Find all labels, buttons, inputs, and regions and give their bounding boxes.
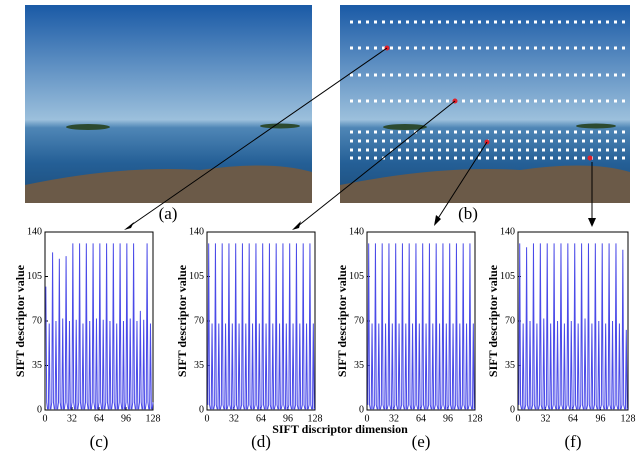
panel-label: (a): [159, 204, 178, 223]
x-tick-label: 32: [229, 413, 239, 424]
descriptor-line: [518, 243, 628, 410]
descriptor-line: [207, 243, 315, 410]
x-axis-label: SIFT discriptor dimension: [272, 422, 408, 436]
x-tick-label: 0: [516, 413, 521, 424]
x-tick-label: 64: [94, 413, 104, 424]
y-tick-label: 70: [505, 315, 515, 326]
x-tick-label: 32: [67, 413, 77, 424]
panel-caption: (e): [412, 432, 431, 451]
x-tick-label: 96: [121, 413, 131, 424]
y-tick-label: 105: [349, 271, 364, 282]
y-tick-label: 35: [505, 360, 515, 371]
y-tick-label: 35: [32, 360, 42, 371]
x-tick-label: 0: [365, 413, 370, 424]
y-tick-label: 35: [194, 360, 204, 371]
x-tick-label: 128: [146, 413, 161, 424]
y-tick-label: 140: [500, 226, 515, 237]
y-axis-label: SIFT descriptor value: [335, 264, 349, 377]
x-tick-label: 0: [43, 413, 48, 424]
panel-caption: (f): [565, 432, 582, 451]
panel-caption: (c): [90, 432, 109, 451]
y-tick-label: 70: [354, 315, 364, 326]
arrows: [129, 47, 593, 227]
x-tick-label: 32: [389, 413, 399, 424]
y-tick-label: 35: [354, 360, 364, 371]
x-tick-label: 96: [443, 413, 453, 424]
panel-caption: (d): [251, 432, 271, 451]
x-tick-label: 64: [568, 413, 578, 424]
y-tick-label: 105: [500, 271, 515, 282]
y-tick-label: 105: [27, 271, 42, 282]
y-tick-label: 140: [27, 226, 42, 237]
y-tick-label: 0: [510, 404, 515, 415]
y-axis-label: SIFT descriptor value: [175, 264, 189, 377]
y-tick-label: 105: [189, 271, 204, 282]
y-tick-label: 140: [349, 226, 364, 237]
x-tick-label: 96: [596, 413, 606, 424]
y-tick-label: 0: [359, 404, 364, 415]
y-tick-label: 0: [199, 404, 204, 415]
photo-a: [25, 5, 312, 203]
x-tick-label: 128: [468, 413, 483, 424]
descriptor-line: [367, 243, 475, 410]
x-tick-label: 128: [621, 413, 636, 424]
y-tick-label: 0: [37, 404, 42, 415]
descriptor-line: [45, 243, 154, 410]
x-tick-label: 64: [256, 413, 266, 424]
x-tick-label: 96: [283, 413, 293, 424]
y-tick-label: 70: [32, 315, 42, 326]
y-tick-label: 140: [189, 226, 204, 237]
x-tick-label: 64: [416, 413, 426, 424]
x-tick-label: 0: [205, 413, 210, 424]
y-axis-label: SIFT descriptor value: [13, 264, 27, 377]
panel-label: (b): [458, 204, 478, 223]
photo-b: [340, 5, 630, 203]
x-tick-label: 32: [541, 413, 551, 424]
x-tick-label: 128: [308, 413, 323, 424]
y-axis-label: SIFT descriptor value: [486, 264, 500, 377]
y-tick-label: 70: [194, 315, 204, 326]
